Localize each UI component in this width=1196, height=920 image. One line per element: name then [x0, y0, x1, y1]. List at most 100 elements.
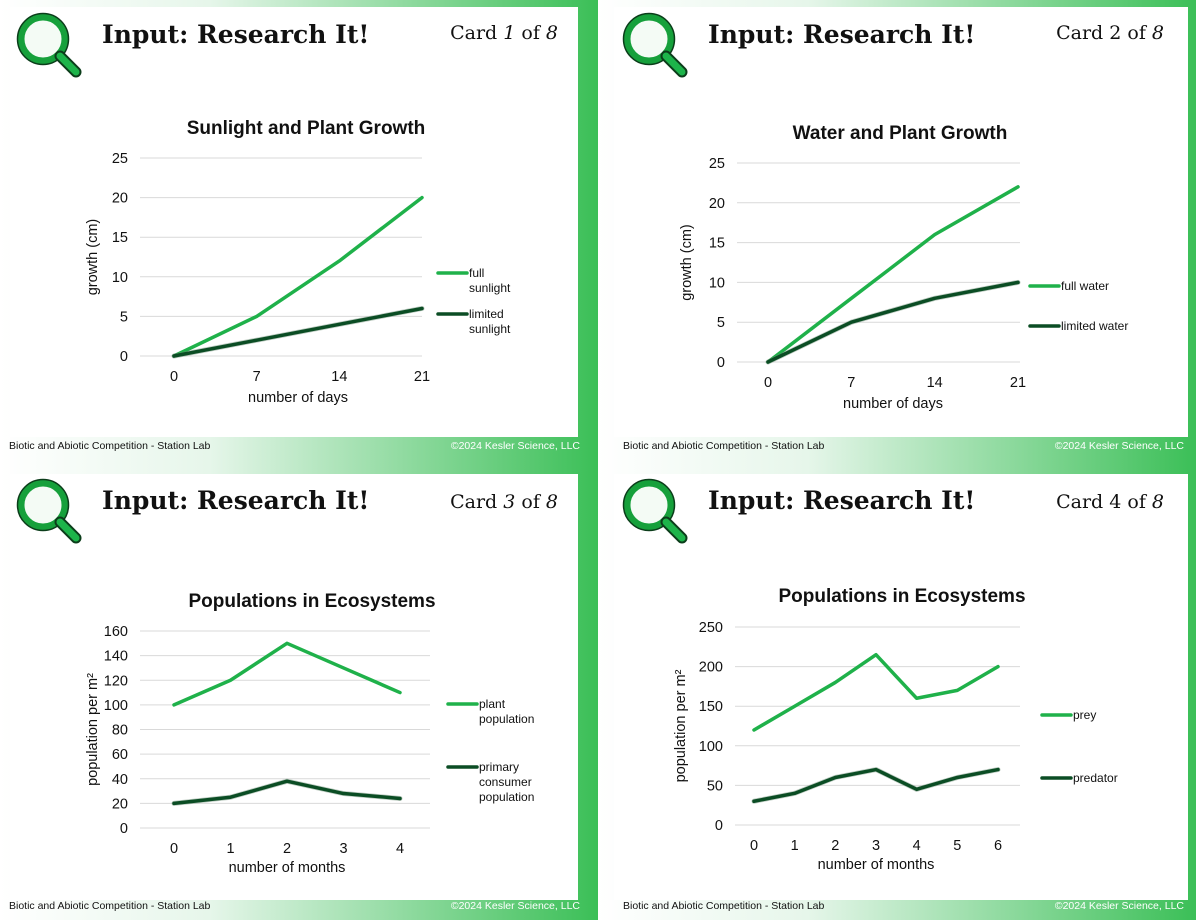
- legend-label-line: plant: [479, 697, 506, 711]
- chart-title: Populations in Ecosystems: [778, 586, 1025, 607]
- y-tick-label: 200: [699, 660, 723, 676]
- card-total: 8: [545, 22, 558, 44]
- series-line-light: [172, 641, 402, 707]
- series-line-light: [752, 652, 1000, 732]
- y-tick-label: 140: [104, 649, 128, 665]
- card-heading: Input: Research It!: [102, 486, 370, 515]
- y-tick-label: 5: [717, 315, 725, 331]
- x-tick-label: 14: [331, 369, 347, 385]
- y-tick-label: 100: [699, 739, 723, 755]
- y-tick-label: 10: [112, 270, 128, 286]
- card-prefix: Card: [1056, 491, 1110, 513]
- series-line-light: [172, 195, 424, 358]
- chart-populations-prey-predator: Populations in Ecosystems050100150200250…: [673, 586, 1118, 873]
- research-card-2: Input: Research It! Card 2 of 8 Water an…: [598, 0, 1196, 460]
- x-tick-label: 2: [283, 841, 291, 857]
- x-tick-label: 2: [831, 838, 839, 854]
- chart-sunlight-plant-growth: Sunlight and Plant Growth 0 5 10 15 20 25 0 7 14 2…: [85, 118, 511, 406]
- x-tick-label: 7: [847, 375, 855, 391]
- card-number: Card 1 of 8: [450, 22, 558, 44]
- y-tick-label: 150: [699, 699, 723, 715]
- series-line-light: [766, 185, 1020, 364]
- y-tick-label: 40: [112, 772, 128, 788]
- card-number: Card 4 of 8: [1056, 491, 1164, 513]
- x-axis-label: number of months: [818, 857, 935, 873]
- chart-populations-plant-consumer: Populations in Ecosystems020406080100120…: [85, 591, 534, 876]
- card-total: 8: [1151, 491, 1164, 513]
- magnifying-glass-icon: [622, 478, 688, 544]
- x-tick-label: 0: [750, 838, 758, 854]
- footer-copyright: ©2024 Kesler Science, LLC: [1054, 900, 1184, 912]
- card-panel: [10, 474, 578, 900]
- chart-title: Water and Plant Growth: [793, 123, 1008, 144]
- magnifying-glass-icon: [622, 12, 688, 78]
- legend-label-line: limited water: [1061, 319, 1128, 333]
- x-tick-label: 0: [170, 369, 178, 385]
- chart-water-plant-growth: Water and Plant Growth 0 5 10 15 20 25 0 7 14 21 nu…: [679, 123, 1128, 412]
- legend-label-line: consumer: [479, 775, 532, 789]
- x-tick-label: 4: [913, 838, 921, 854]
- footer-course-title: Biotic and Abiotic Competition - Station…: [623, 440, 825, 452]
- card-index: 1: [503, 22, 516, 44]
- x-tick-label: 3: [339, 841, 347, 857]
- card-sep: of: [515, 22, 546, 44]
- y-tick-label: 10: [709, 275, 725, 291]
- legend-label-line: sunlight: [469, 322, 511, 336]
- y-tick-label: 0: [715, 818, 723, 834]
- legend-label-line: full: [469, 266, 484, 280]
- x-tick-label: 1: [226, 841, 234, 857]
- card-index: 2: [1109, 22, 1122, 44]
- legend-label: full sunlight: [469, 266, 511, 295]
- y-tick-label: 0: [120, 349, 128, 365]
- card-number: Card 3 of 8: [450, 491, 558, 513]
- footer-copyright: ©2024 Kesler Science, LLC: [450, 900, 580, 912]
- legend-label-line: population: [479, 790, 534, 804]
- research-card-4: Input: Research It! Card 4 of 8 Populati…: [598, 460, 1196, 920]
- x-tick-label: 21: [1010, 375, 1026, 391]
- y-axis-label: growth (cm): [679, 224, 695, 301]
- legend-label: limited sunlight: [469, 307, 511, 336]
- research-card-1: Input: Research It! Card 1 of 8 Sunlight…: [0, 0, 598, 460]
- y-tick-label: 160: [104, 624, 128, 640]
- y-tick-label: 50: [707, 778, 723, 794]
- x-tick-label: 1: [791, 838, 799, 854]
- card-prefix: Card: [450, 22, 504, 44]
- legend-label: primary consumer population: [479, 760, 534, 804]
- y-axis-label: growth (cm): [85, 219, 101, 296]
- card-total: 8: [1151, 22, 1164, 44]
- card-heading: Input: Research It!: [708, 20, 976, 49]
- legend-label: limited water: [1061, 319, 1128, 333]
- footer-course-title: Biotic and Abiotic Competition - Station…: [623, 900, 825, 912]
- research-card-3: Input: Research It! Card 3 of 8 Populati…: [0, 460, 598, 920]
- series-line-dark: [172, 306, 424, 358]
- card-panel: [10, 7, 578, 437]
- x-axis-label: number of days: [248, 390, 348, 406]
- magnifying-glass-icon: [16, 12, 82, 78]
- y-tick-label: 20: [709, 196, 725, 212]
- card-panel: [614, 474, 1188, 900]
- legend-label-line: prey: [1073, 708, 1096, 722]
- x-tick-label: 0: [170, 841, 178, 857]
- card-sep: of: [1121, 22, 1152, 44]
- x-tick-label: 5: [953, 838, 961, 854]
- series-line-dark: [752, 767, 1000, 803]
- x-tick-label: 3: [872, 838, 880, 854]
- card-index: 3: [503, 491, 516, 513]
- x-tick-label: 7: [253, 369, 261, 385]
- legend-label-line: limited: [469, 307, 504, 321]
- legend-label: predator: [1073, 771, 1118, 785]
- y-tick-label: 15: [709, 236, 725, 252]
- y-tick-label: 100: [104, 698, 128, 714]
- legend-label-line: population: [479, 712, 534, 726]
- y-tick-label: 15: [112, 230, 128, 246]
- y-tick-label: 25: [112, 151, 128, 167]
- y-tick-label: 20: [112, 796, 128, 812]
- y-tick-label: 120: [104, 673, 128, 689]
- y-tick-label: 0: [717, 355, 725, 371]
- legend-label-line: predator: [1073, 771, 1118, 785]
- chart-title: Sunlight and Plant Growth: [187, 118, 426, 139]
- card-prefix: Card: [450, 491, 504, 513]
- x-axis-label: number of days: [843, 396, 943, 412]
- y-tick-label: 80: [112, 723, 128, 739]
- series-line-dark: [172, 779, 402, 806]
